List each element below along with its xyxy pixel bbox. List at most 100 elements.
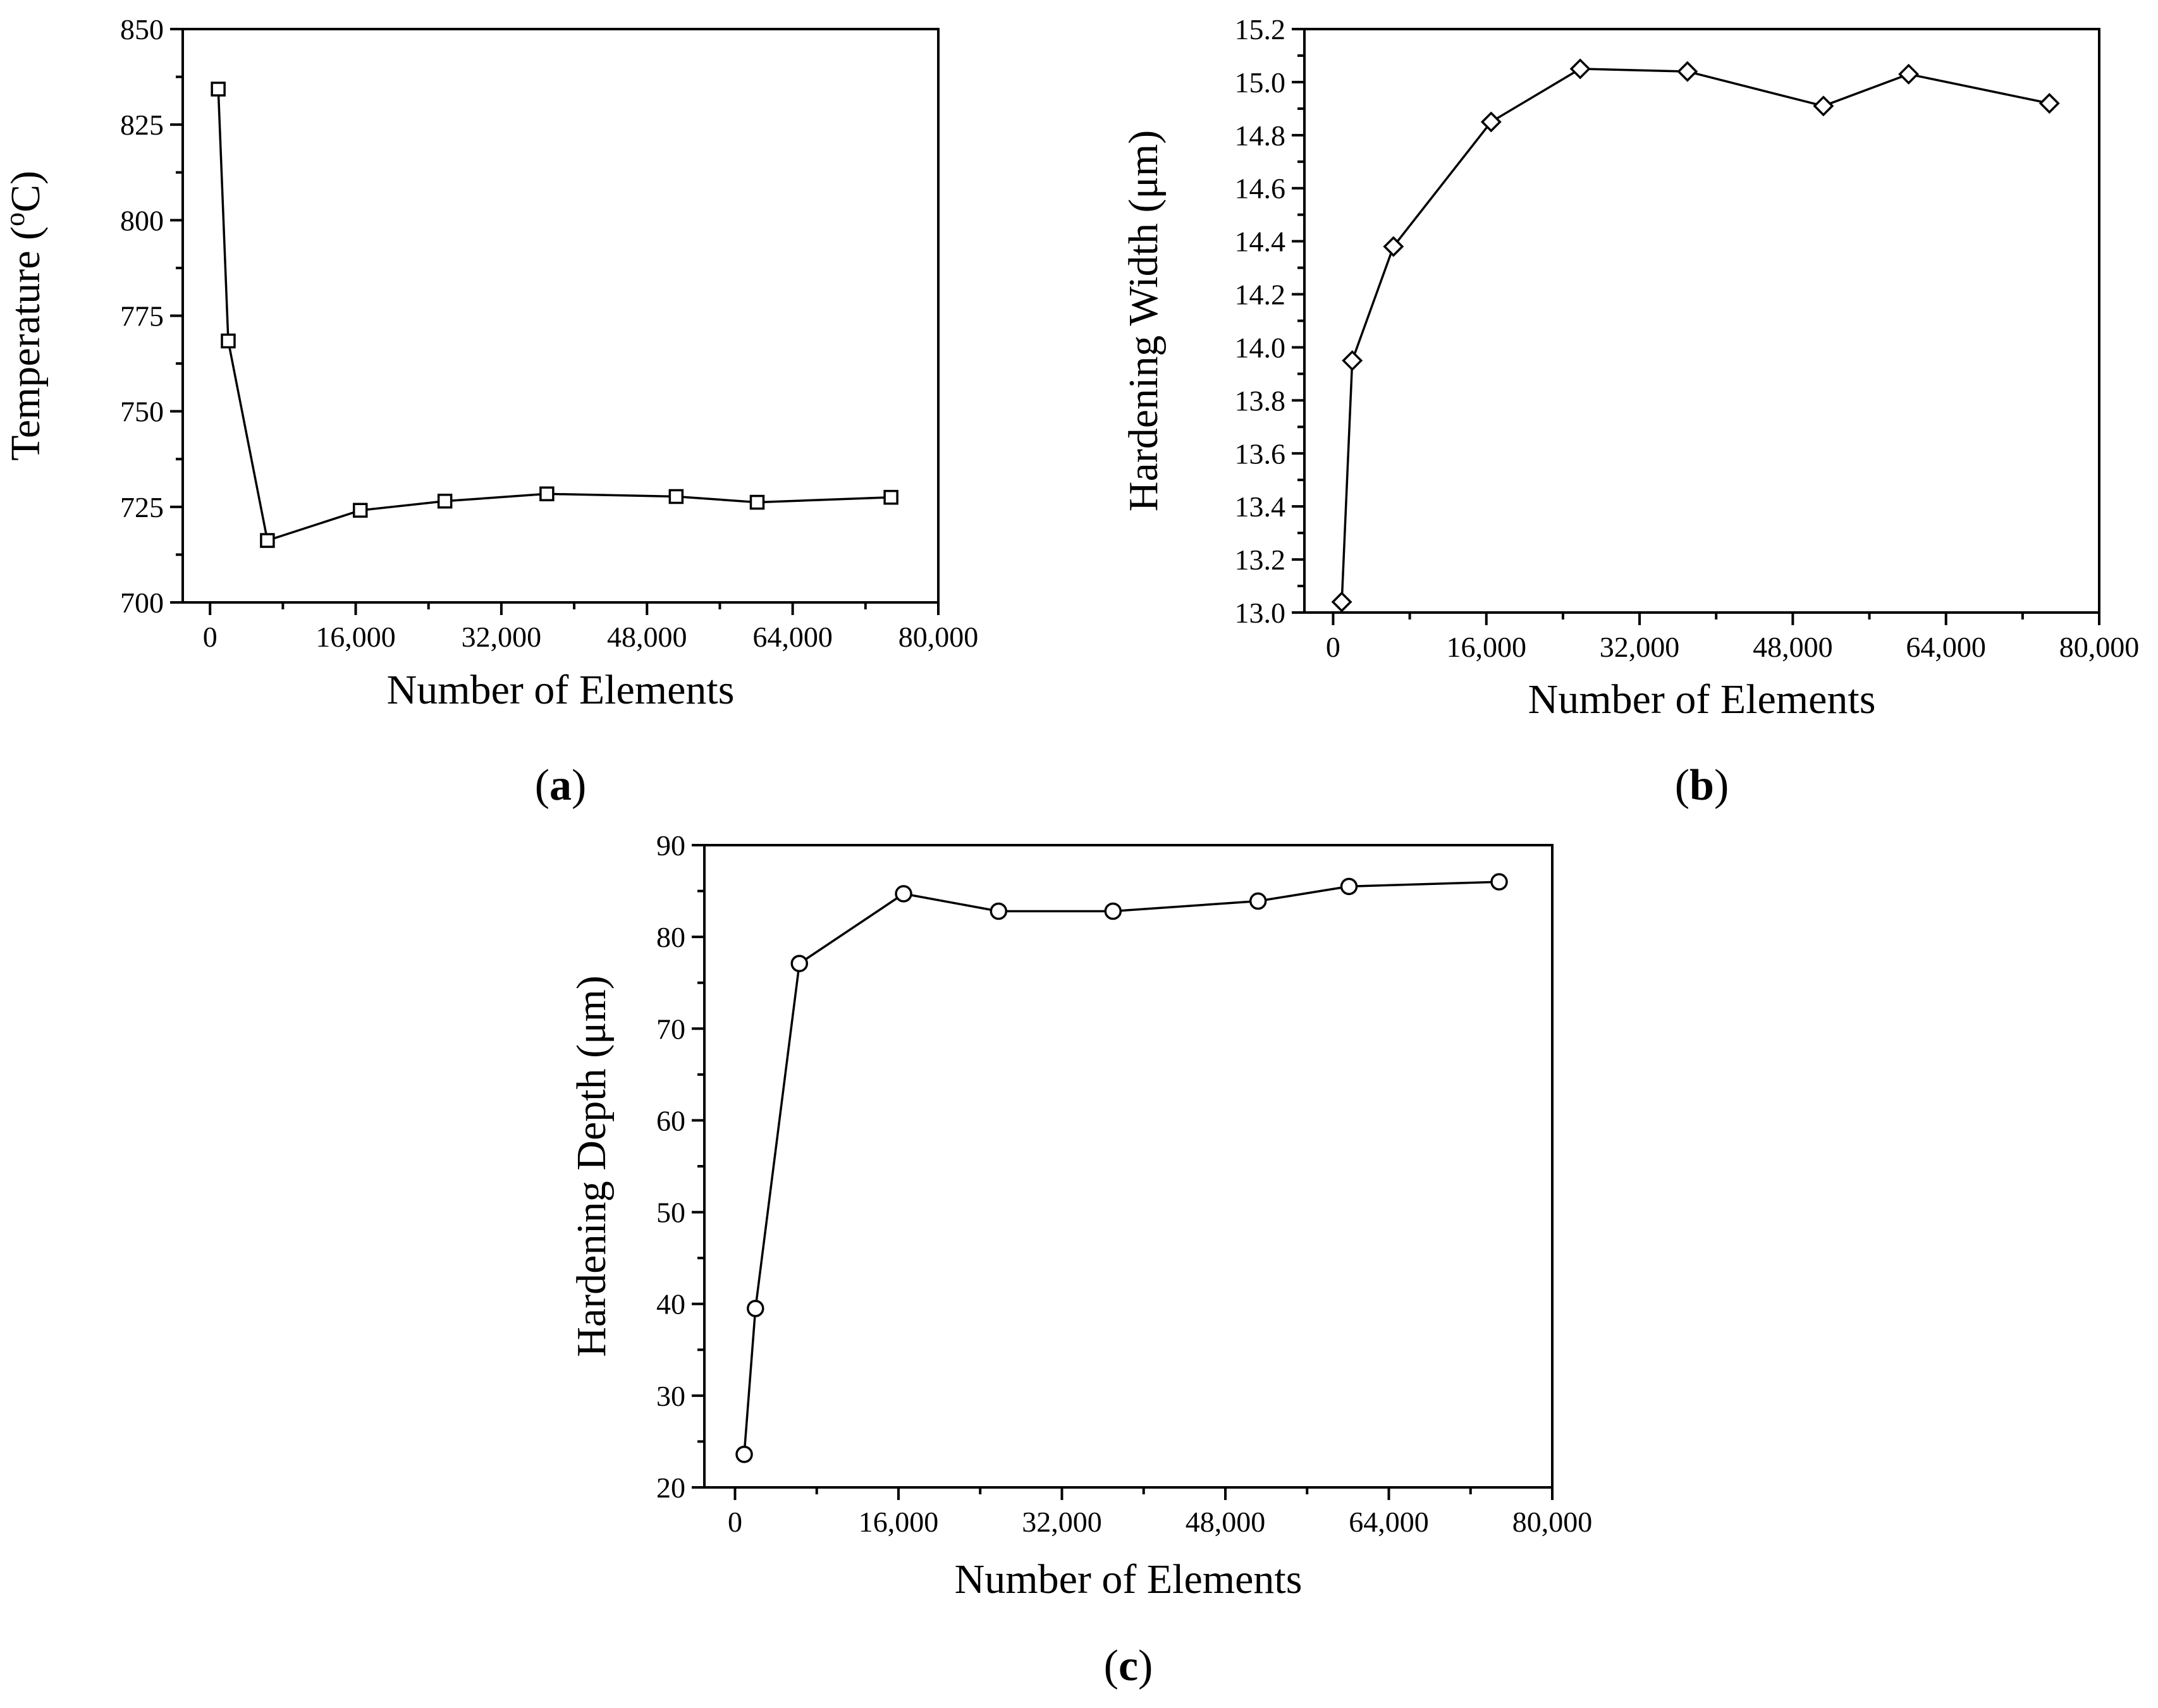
panel-label-letter: b [1689,761,1714,810]
x-tick-label: 48,000 [607,621,687,653]
x-tick-label: 16,000 [316,621,396,653]
data-point-marker [1569,58,1591,80]
data-point-marker [353,503,368,518]
y-tick-label: 60 [656,1104,685,1137]
x-axis-label: Number of Elements [1528,676,1876,723]
y-tick-label: 825 [120,109,164,141]
y-axis-label-main: Temperature ( [3,226,49,461]
y-tick-label: 700 [120,587,164,619]
data-point-marker [1677,61,1698,82]
y-tick-label: 14.8 [1235,119,1286,152]
chart-panel-c: 0 16,000 32,000 48,000 64,000 80,000 20 30 40 50 6… [568,829,1592,1690]
data-point-marker [895,885,912,903]
x-tick-label: 32,000 [1022,1506,1102,1538]
x-tick-label: 64,000 [1906,631,1986,663]
y-tick-label: 90 [656,829,685,862]
x-tick-label: 80,000 [898,621,979,653]
data-point-marker [437,494,453,509]
y-tick-label: 70 [656,1013,685,1045]
chart-panel-b: 0 16,000 32,000 48,000 64,000 80,000 13.0 13.2 1… [1120,13,2139,810]
x-tick-label: 64,000 [1349,1506,1429,1538]
y-tick-label: 800 [120,204,164,236]
data-point-marker [1813,95,1834,117]
data-point-marker [1383,236,1404,257]
panel-label-open: ( [1104,1642,1119,1690]
data-point-marker [735,1445,753,1463]
data-point-marker [883,489,898,505]
panel-label: (c) [1104,1642,1153,1690]
x-tick-label: 0 [203,621,218,653]
x-tick-label: 32,000 [462,621,542,653]
x-tick-label: 32,000 [1600,631,1680,663]
y-axis-label: Temperature (oC) [0,171,49,461]
panel-label-close: ) [1138,1642,1153,1690]
y-tick-label: 13.8 [1235,384,1286,417]
data-point-marker [749,494,765,510]
x-tick-label: 16,000 [1446,631,1526,663]
x-axis-label: Number of Elements [387,667,735,713]
panel-label: (b) [1675,761,1729,810]
data-point-marker [747,1300,764,1317]
x-tick-label: 48,000 [1186,1506,1266,1538]
y-axis-label-main: Hardening Width (μm) [1120,130,1167,511]
y-axis-label: Hardening Depth (μm) [568,975,615,1357]
data-point-marker [668,489,684,504]
y-axis-label-main: Hardening Depth (μm) [568,975,615,1357]
x-axis-label: Number of Elements [955,1556,1303,1602]
y-tick-label: 20 [656,1472,685,1504]
y-tick-label: 13.4 [1235,491,1286,523]
panel-label: (a) [535,761,587,810]
data-point-marker [1490,873,1508,891]
x-tick-label: 80,000 [1512,1506,1593,1538]
data-point-marker [790,955,809,972]
x-tick-label: 48,000 [1753,631,1833,663]
y-tick-label: 50 [656,1197,685,1229]
y-axis-label: Hardening Width (μm) [1120,130,1167,511]
y-tick-label: 14.0 [1235,331,1286,363]
x-tick-label: 16,000 [859,1506,939,1538]
data-point-marker [1340,877,1358,896]
y-tick-label: 775 [120,300,164,332]
data-point-marker [1104,902,1122,920]
y-tick-label: 15.2 [1235,13,1286,46]
y-tick-label: 13.2 [1235,544,1286,576]
x-tick-label: 80,000 [2059,631,2140,663]
panel-label-open: ( [535,761,549,810]
y-tick-label: 14.6 [1235,173,1286,205]
data-point-marker [1331,591,1352,613]
y-tick-label: 750 [120,396,164,428]
panel-label-close: ) [572,761,586,810]
y-tick-label: 14.2 [1235,279,1286,311]
data-point-marker [2038,92,2060,114]
y-tick-label: 13.6 [1235,437,1286,470]
chart-panel-a: 0 16,000 32,000 48,000 64,000 80,000 700 725 750… [0,13,978,810]
data-point-marker [990,902,1008,920]
panel-label-letter: a [549,761,572,810]
panel-label-letter: c [1119,1642,1138,1690]
data-point-marker [260,533,275,548]
y-axis-label-superscript: o [0,212,30,226]
data-point-marker [211,82,226,97]
x-tick-label: 0 [728,1506,742,1538]
y-tick-label: 30 [656,1380,685,1412]
panel-label-close: ) [1714,761,1729,810]
y-tick-label: 14.4 [1235,226,1286,258]
y-axis-label-unit: C) [3,171,49,212]
y-tick-label: 850 [120,13,164,46]
data-point-marker [1480,111,1502,133]
y-tick-label: 40 [656,1288,685,1321]
y-tick-label: 725 [120,491,164,523]
y-tick-label: 15.0 [1235,66,1286,99]
data-point-marker [221,333,236,349]
x-tick-label: 64,000 [752,621,833,653]
y-tick-label: 80 [656,921,685,953]
data-point-marker [1342,350,1363,371]
data-point-marker [1249,892,1267,910]
panel-label-open: ( [1675,761,1689,810]
x-tick-label: 0 [1326,631,1340,663]
y-tick-label: 13.0 [1235,597,1286,629]
data-point-marker [1898,63,1920,85]
data-point-marker [539,486,555,502]
